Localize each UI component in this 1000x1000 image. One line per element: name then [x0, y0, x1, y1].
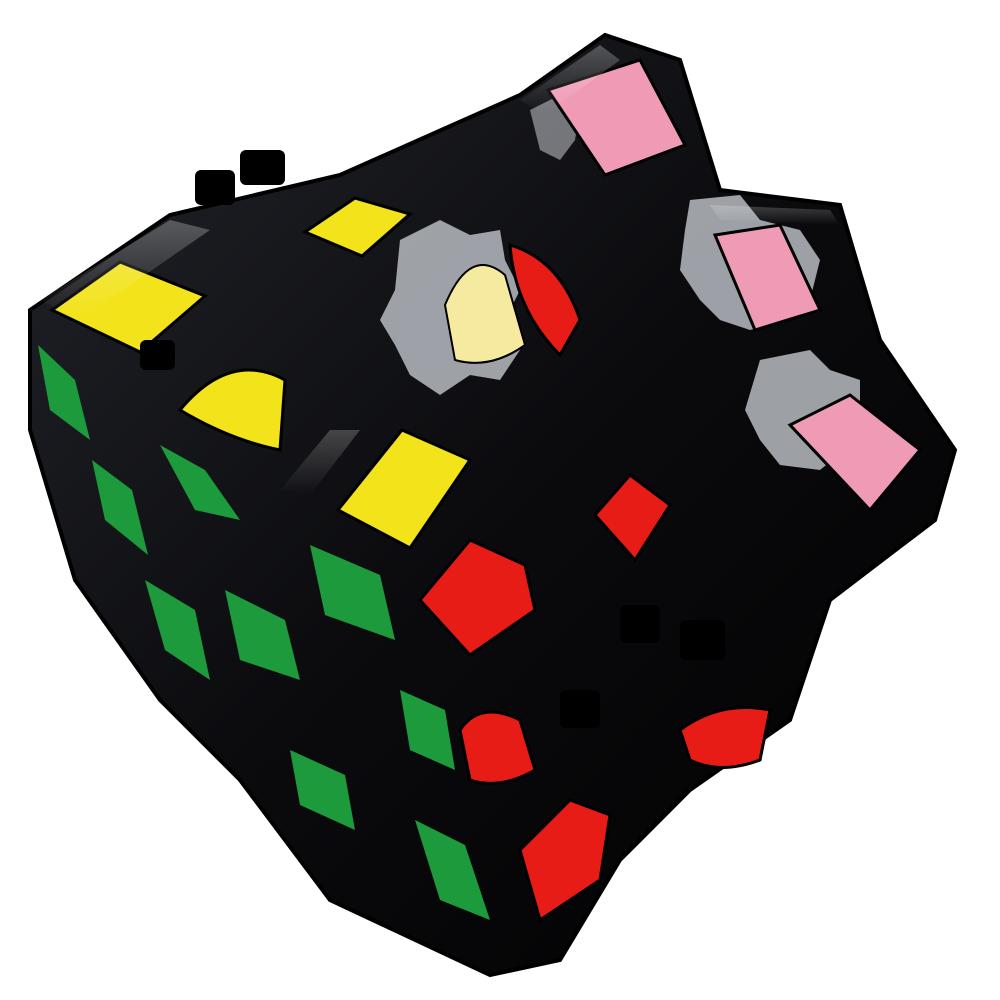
sticker-front-1	[418, 538, 537, 657]
sticker-left-1	[38, 345, 90, 440]
gear-teeth	[140, 150, 725, 728]
sticker-left-6	[310, 545, 395, 640]
sticker-left-4	[145, 580, 210, 680]
front-face	[418, 242, 772, 923]
sticker-top-2	[301, 196, 414, 258]
sticker-front-2	[593, 472, 673, 563]
sticker-top-3	[177, 368, 287, 452]
sticker-left-5	[225, 590, 300, 680]
gloss-highlights	[40, 45, 840, 495]
cube-body	[28, 32, 958, 978]
sticker-right-3	[787, 393, 923, 513]
sticker-left-8	[400, 690, 455, 770]
sticker-left-9	[415, 820, 490, 920]
left-face	[38, 345, 490, 920]
sticker-right-1	[545, 58, 688, 177]
top-face	[49, 196, 527, 550]
sticker-left-7	[290, 750, 355, 830]
sticker-front-4	[458, 710, 537, 785]
sticker-left-3	[160, 445, 240, 520]
sticker-top-center	[443, 264, 527, 364]
sticker-front-6	[518, 798, 612, 923]
sticker-top-4	[335, 428, 473, 550]
right-face	[545, 58, 923, 513]
sticker-front-3	[508, 242, 582, 358]
sticker-right-2	[712, 223, 823, 332]
sticker-front-5	[678, 706, 772, 769]
sticker-left-2	[92, 460, 148, 555]
